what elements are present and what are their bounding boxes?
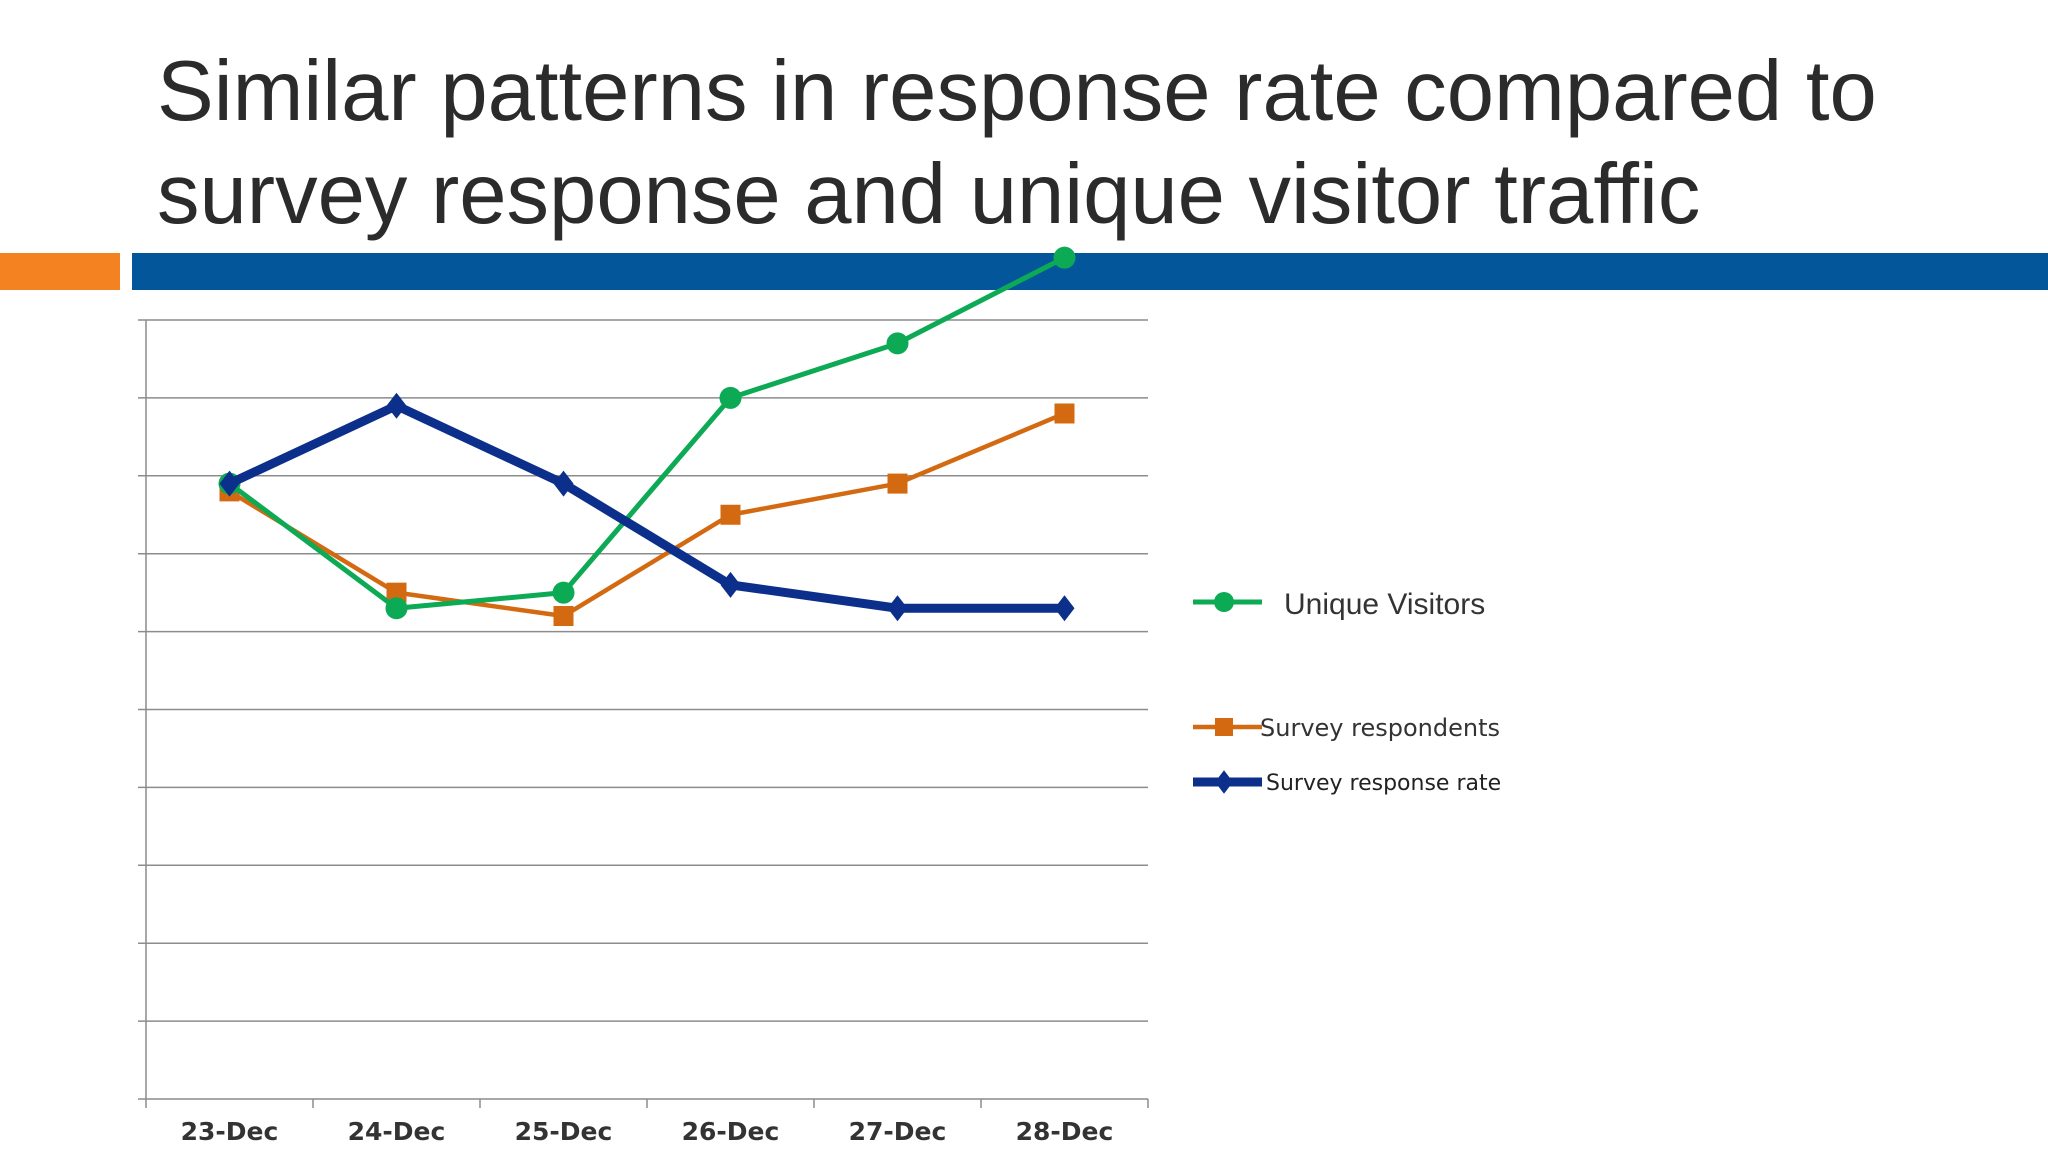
series-survey-response-rate [219, 392, 1075, 622]
legend: Unique Visitors Survey respondents Survey … [1193, 588, 1501, 796]
data-point [1053, 246, 1076, 269]
data-point [720, 571, 741, 598]
axes: 23-Dec 24-Dec 25-Dec 26-Dec 27-Dec 28-Dec [138, 320, 1149, 1146]
series-survey-respondents [219, 403, 1075, 627]
data-point [386, 582, 407, 603]
x-tick-label: 25-Dec [515, 1117, 613, 1146]
legend-item: Survey response rate [1193, 770, 1501, 796]
data-point [1215, 770, 1233, 794]
data-point [887, 595, 908, 622]
gridlines [138, 319, 1148, 1022]
data-point [553, 606, 574, 627]
data-point [1054, 403, 1075, 424]
data-point [385, 597, 408, 620]
data-point [552, 581, 575, 604]
data-point [1215, 718, 1233, 736]
data-point [887, 473, 908, 494]
data-point [1054, 595, 1075, 622]
x-tick-label: 23-Dec [181, 1117, 279, 1146]
data-point [219, 470, 240, 497]
accent-bar-blue [132, 253, 2048, 290]
data-point [553, 470, 574, 497]
x-tick-label: 28-Dec [1016, 1117, 1114, 1146]
slide-title: Similar patterns in response rate compar… [157, 44, 1877, 242]
legend-item: Survey respondents [1193, 714, 1500, 742]
series [218, 246, 1076, 627]
data-point [886, 332, 909, 355]
series-line [228, 411, 1066, 619]
legend-label: Survey response rate [1266, 771, 1501, 796]
accent-bar-orange [0, 253, 120, 290]
series-line [228, 255, 1066, 611]
x-tick-label: 27-Dec [849, 1117, 947, 1146]
data-point [386, 392, 407, 419]
series-line [227, 401, 1065, 613]
x-tick-label: 24-Dec [348, 1117, 446, 1146]
series-unique-visitors [218, 246, 1076, 620]
data-point [719, 386, 742, 409]
data-point [720, 504, 741, 525]
x-tick-label: 26-Dec [682, 1117, 780, 1146]
legend-item: Unique Visitors [1193, 588, 1485, 621]
legend-label: Survey respondents [1260, 714, 1500, 742]
data-point [1214, 592, 1234, 612]
legend-label: Unique Visitors [1284, 588, 1485, 621]
